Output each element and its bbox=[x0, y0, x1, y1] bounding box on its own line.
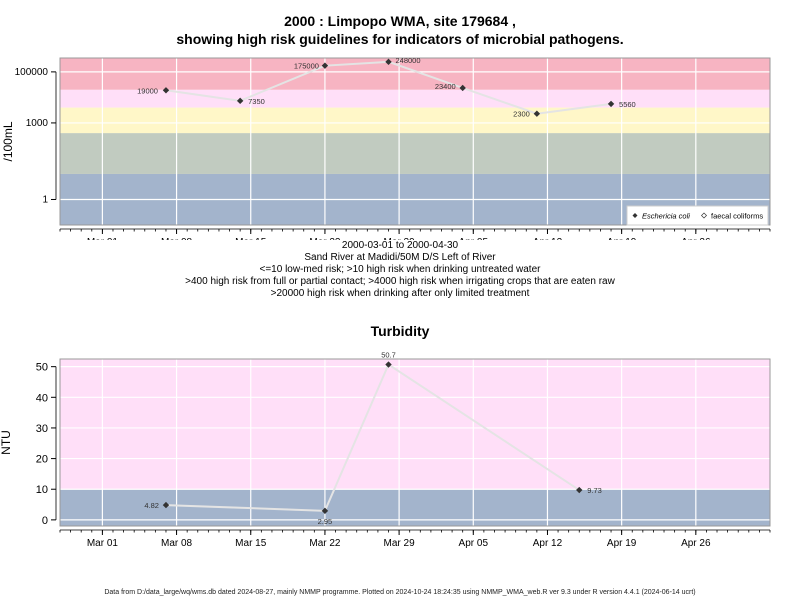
turbidity-x-tick-label: Apr 26 bbox=[681, 538, 711, 549]
chart1-guideline-3: >20000 high risk when drinking after onl… bbox=[270, 288, 530, 299]
chart1-date-range: 2000-03-01 to 2000-04-30 bbox=[341, 240, 459, 251]
ecoli-x-tick-label: Mar 08 bbox=[161, 237, 193, 240]
turbidity-y-tick-label: 0 bbox=[42, 515, 48, 527]
ecoli-x-tick-label: Apr 19 bbox=[607, 237, 637, 240]
ecoli-data-label: 248000 bbox=[396, 56, 421, 65]
ecoli-data-point bbox=[236, 97, 244, 105]
ecoli-risk-band-4 bbox=[60, 58, 770, 90]
chart1-guideline-2: >400 high risk from full or partial cont… bbox=[185, 276, 615, 287]
ecoli-data-point bbox=[321, 62, 329, 69]
turbidity-data-point bbox=[162, 501, 170, 509]
chart1-title-line2: showing high risk guidelines for indicat… bbox=[176, 31, 624, 47]
turbidity-data-label: 4.82 bbox=[144, 501, 159, 510]
legend-faecal-label: faecal coliforms bbox=[711, 212, 763, 221]
ecoli-x-tick-label: Apr 12 bbox=[533, 237, 563, 240]
ecoli-x-tick-label: Mar 15 bbox=[235, 237, 267, 240]
ecoli-x-tick-label: Apr 26 bbox=[681, 237, 711, 240]
ecoli-data-label: 7350 bbox=[248, 97, 265, 106]
chart1-guideline-1: <=10 low-med risk; >10 high risk when dr… bbox=[259, 264, 541, 275]
chart2-title: Turbidity bbox=[370, 323, 430, 339]
turbidity-x-tick-label: Apr 19 bbox=[607, 538, 637, 549]
microbial-chart: Mar 01 Mar 08 Mar 15 Mar 22 Mar 29 Apr 05 Apr … bbox=[1, 56, 771, 240]
ecoli-y-axis-label: /100mL bbox=[1, 121, 15, 161]
ecoli-data-point bbox=[459, 84, 466, 92]
ecoli-plot-frame bbox=[59, 57, 771, 226]
turbidity-series-line bbox=[165, 363, 580, 512]
turbidity-y-tick-label: 40 bbox=[36, 392, 48, 404]
turbidity-y-axis-label: NTU bbox=[0, 430, 13, 455]
ecoli-data-label: 23400 bbox=[435, 82, 456, 91]
ecoli-y-tick-label: 100000 bbox=[15, 67, 49, 78]
ecoli-data-label: 175000 bbox=[294, 62, 319, 71]
chart1-site-name: Sand River at Madidi/50M D/S Left of Riv… bbox=[304, 252, 496, 263]
legend-ecoli-marker bbox=[632, 213, 638, 218]
ecoli-y-tick-label: 1 bbox=[42, 194, 48, 205]
ecoli-x-tick-label: Mar 01 bbox=[87, 237, 119, 240]
turbidity-data-point bbox=[321, 507, 329, 515]
turbidity-x-tick-label: Mar 08 bbox=[161, 538, 193, 549]
ecoli-y-tick-label: 1000 bbox=[26, 118, 49, 129]
turbidity-x-tick-label: Mar 29 bbox=[384, 538, 416, 549]
turbidity-risk-band-0 bbox=[60, 489, 770, 526]
ecoli-x-tick-label: Mar 29 bbox=[384, 237, 416, 240]
chart1-title-line1: 2000 : Limpopo WMA, site 179684 , bbox=[284, 13, 516, 29]
ecoli-data-point bbox=[162, 87, 170, 94]
turbidity-x-tick-label: Mar 01 bbox=[87, 538, 119, 549]
turbidity-y-tick-label: 10 bbox=[36, 484, 48, 496]
ecoli-data-label: 19000 bbox=[137, 86, 158, 95]
turbidity-y-tick-label: 20 bbox=[36, 454, 48, 466]
turbidity-x-tick-label: Mar 15 bbox=[235, 538, 267, 549]
ecoli-data-point bbox=[385, 58, 392, 66]
turbidity-x-tick-label: Apr 12 bbox=[533, 538, 563, 549]
ecoli-data-label: 2300 bbox=[513, 110, 530, 119]
turbidity-data-label: 9.73 bbox=[587, 486, 602, 495]
turbidity-data-label: 50.7 bbox=[381, 351, 396, 360]
legend-ecoli-label: Eschericia coli bbox=[642, 212, 690, 221]
footer-note: Data from D:/data_large/wq/wms.db dated … bbox=[104, 589, 696, 596]
ecoli-risk-band-3 bbox=[60, 89, 770, 108]
ecoli-x-tick-label: Mar 22 bbox=[309, 237, 341, 240]
ecoli-data-label: 5560 bbox=[619, 100, 636, 109]
ecoli-data-point bbox=[607, 100, 615, 108]
legend-box bbox=[626, 205, 769, 226]
turbidity-y-tick-label: 30 bbox=[36, 423, 48, 435]
turbidity-x-tick-label: Apr 05 bbox=[459, 538, 489, 549]
turbidity-data-point bbox=[385, 361, 392, 368]
turbidity-x-tick-label: Mar 22 bbox=[309, 538, 341, 549]
ecoli-data-point bbox=[533, 110, 541, 117]
ecoli-risk-band-1 bbox=[60, 133, 770, 174]
turbidity-risk-band-1 bbox=[60, 359, 770, 490]
turbidity-data-label: 2.95 bbox=[318, 517, 333, 526]
turbidity-data-point bbox=[576, 486, 583, 494]
legend-faecal-marker bbox=[701, 212, 707, 219]
turbidity-y-tick-label: 50 bbox=[36, 362, 48, 374]
ecoli-risk-band-2 bbox=[60, 107, 770, 134]
turbidity-plot-frame bbox=[59, 358, 771, 527]
ecoli-x-tick-label: Apr 05 bbox=[459, 237, 489, 240]
